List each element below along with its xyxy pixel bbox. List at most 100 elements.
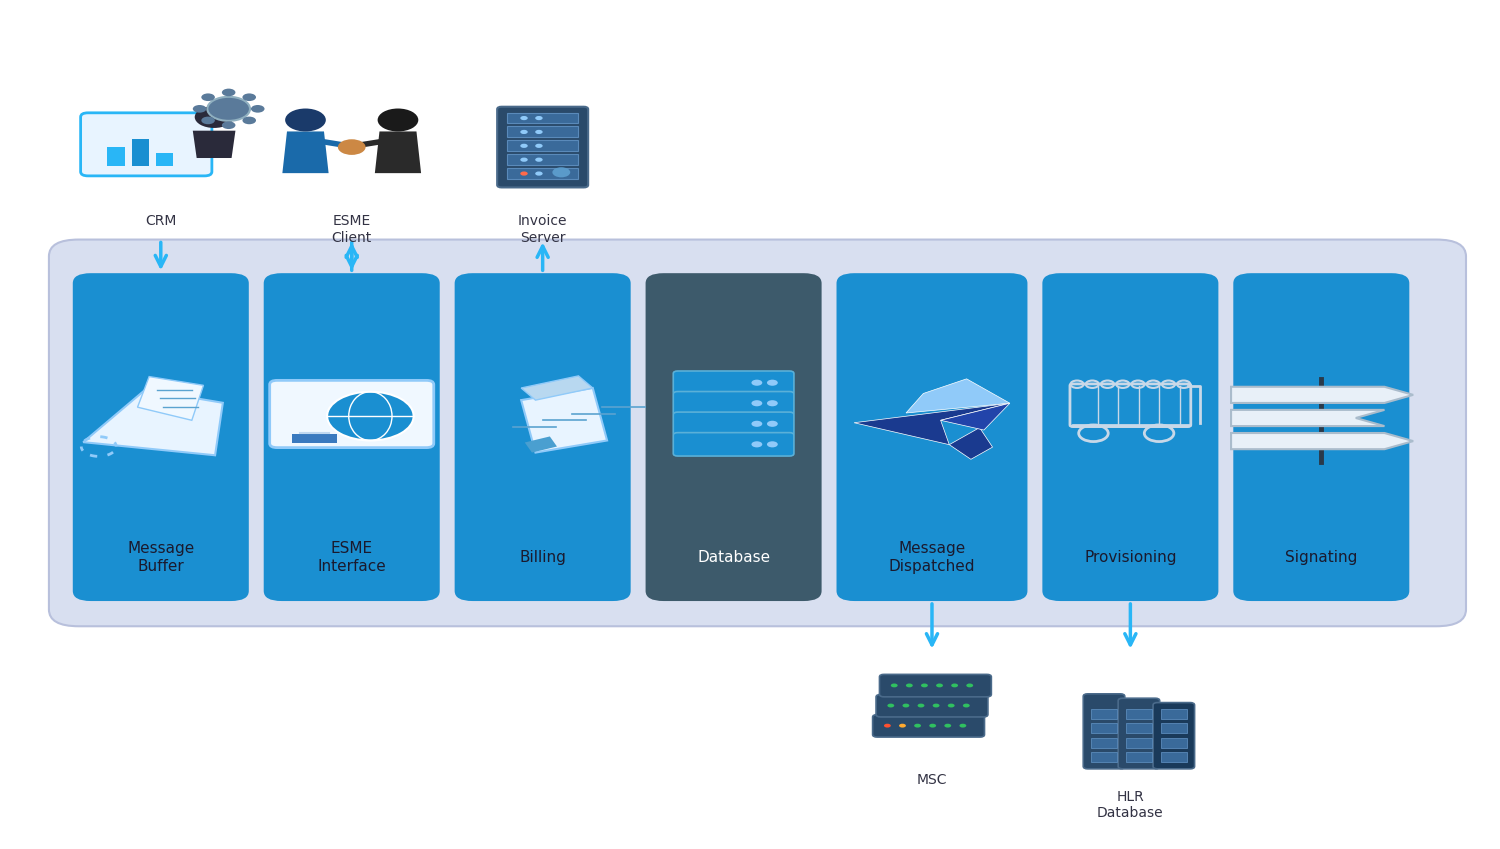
FancyBboxPatch shape [1161, 723, 1186, 733]
Polygon shape [853, 403, 1010, 445]
FancyBboxPatch shape [1125, 723, 1152, 733]
FancyBboxPatch shape [1233, 273, 1410, 601]
Circle shape [536, 171, 543, 176]
Circle shape [752, 400, 762, 407]
FancyBboxPatch shape [674, 371, 794, 395]
Polygon shape [138, 377, 204, 420]
Circle shape [194, 105, 207, 113]
Circle shape [285, 109, 326, 132]
Polygon shape [194, 131, 236, 158]
Polygon shape [520, 376, 592, 400]
Polygon shape [525, 436, 556, 453]
Polygon shape [82, 390, 224, 455]
FancyBboxPatch shape [1125, 709, 1152, 718]
Circle shape [520, 116, 528, 121]
FancyBboxPatch shape [1161, 738, 1186, 747]
FancyBboxPatch shape [1154, 703, 1194, 769]
Circle shape [752, 441, 762, 447]
FancyBboxPatch shape [108, 147, 124, 166]
Polygon shape [940, 403, 1010, 430]
Circle shape [921, 683, 928, 688]
FancyBboxPatch shape [270, 380, 434, 447]
Polygon shape [375, 132, 422, 173]
Circle shape [536, 116, 543, 121]
Circle shape [520, 158, 528, 162]
FancyBboxPatch shape [1118, 698, 1160, 769]
FancyBboxPatch shape [1161, 752, 1186, 762]
Circle shape [903, 704, 909, 707]
Circle shape [888, 704, 894, 707]
FancyBboxPatch shape [1090, 709, 1118, 718]
Text: Message
Buffer: Message Buffer [128, 541, 195, 574]
Circle shape [520, 143, 528, 148]
Circle shape [933, 704, 939, 707]
FancyBboxPatch shape [156, 153, 174, 166]
FancyBboxPatch shape [674, 391, 794, 415]
Circle shape [327, 391, 414, 441]
Circle shape [766, 441, 778, 447]
FancyBboxPatch shape [645, 273, 822, 601]
Circle shape [936, 683, 944, 688]
FancyBboxPatch shape [1090, 752, 1118, 762]
Circle shape [222, 121, 236, 129]
FancyBboxPatch shape [879, 674, 992, 697]
Circle shape [536, 130, 543, 134]
FancyBboxPatch shape [837, 273, 1028, 601]
Circle shape [891, 683, 897, 688]
Circle shape [918, 704, 924, 707]
Polygon shape [282, 132, 328, 173]
Text: Message
Dispatched: Message Dispatched [888, 541, 975, 574]
FancyBboxPatch shape [74, 273, 249, 601]
Circle shape [222, 88, 236, 96]
Circle shape [914, 723, 921, 728]
FancyBboxPatch shape [507, 127, 579, 137]
FancyBboxPatch shape [1090, 723, 1118, 733]
Circle shape [945, 723, 951, 728]
Text: MSC: MSC [916, 773, 946, 787]
Circle shape [243, 93, 256, 101]
FancyBboxPatch shape [507, 140, 579, 151]
Circle shape [963, 704, 969, 707]
Polygon shape [520, 388, 608, 453]
FancyBboxPatch shape [1125, 738, 1152, 747]
Polygon shape [950, 428, 993, 459]
FancyBboxPatch shape [292, 434, 338, 443]
Circle shape [201, 116, 214, 124]
Text: Provisioning: Provisioning [1084, 550, 1176, 565]
Circle shape [201, 93, 214, 101]
FancyBboxPatch shape [674, 412, 794, 436]
FancyBboxPatch shape [507, 155, 579, 165]
FancyBboxPatch shape [454, 273, 630, 601]
Circle shape [960, 723, 966, 728]
Circle shape [928, 723, 936, 728]
Circle shape [766, 421, 778, 427]
FancyBboxPatch shape [507, 168, 579, 178]
FancyBboxPatch shape [876, 694, 989, 717]
FancyBboxPatch shape [1083, 694, 1125, 769]
FancyBboxPatch shape [1125, 752, 1152, 762]
Circle shape [951, 683, 958, 688]
Text: HLR
Database: HLR Database [1096, 790, 1164, 820]
Circle shape [752, 380, 762, 385]
FancyBboxPatch shape [264, 273, 440, 601]
Circle shape [884, 723, 891, 728]
Circle shape [536, 158, 543, 162]
Polygon shape [906, 379, 1010, 413]
Circle shape [752, 421, 762, 427]
FancyBboxPatch shape [132, 139, 148, 166]
FancyBboxPatch shape [873, 715, 984, 737]
Circle shape [898, 723, 906, 728]
Text: ESME
Interface: ESME Interface [318, 541, 386, 574]
Text: Invoice
Server: Invoice Server [518, 214, 567, 245]
Circle shape [251, 105, 264, 113]
Circle shape [378, 109, 419, 132]
Circle shape [338, 139, 366, 155]
Text: CRM: CRM [146, 214, 177, 228]
Circle shape [766, 400, 778, 407]
Text: Database: Database [698, 550, 770, 565]
Text: Billing: Billing [519, 550, 566, 565]
Text: ESME
Client: ESME Client [332, 214, 372, 245]
Circle shape [536, 143, 543, 148]
Text: Signating: Signating [1286, 550, 1358, 565]
FancyBboxPatch shape [507, 113, 579, 123]
